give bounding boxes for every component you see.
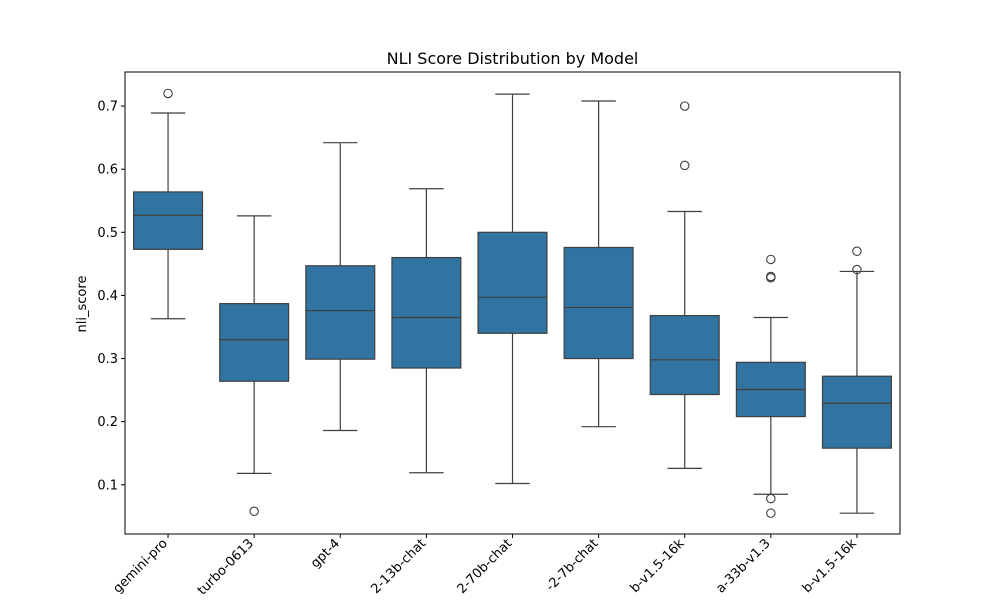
x-tick-label: b-v1.5-16k <box>628 536 688 596</box>
box-iqr <box>133 191 204 250</box>
outlier-point <box>163 88 173 99</box>
box-iqr <box>821 375 892 449</box>
y-tick-label: 0.7 <box>97 100 118 115</box>
box-iqr <box>477 231 548 334</box>
x-tick-label: gpt-4 <box>308 536 343 571</box>
x-tick-label: gemini-pro <box>111 536 171 596</box>
y-tick-label: 0.6 <box>97 163 118 178</box>
box-iqr <box>649 315 720 396</box>
outlier-point <box>766 493 776 504</box>
outlier-point <box>679 160 690 171</box>
x-tick-label: -2-7b-chat <box>543 536 601 594</box>
outlier-point <box>766 254 776 265</box>
x-tick-label: 2-70b-chat <box>455 536 516 597</box>
box-iqr <box>305 265 376 360</box>
chart-title: NLI Score Distribution by Model <box>387 49 639 68</box>
outlier-point <box>679 101 690 111</box>
y-tick-label: 0.2 <box>97 415 118 430</box>
y-tick-label: 0.3 <box>97 352 118 367</box>
x-tick-label: a-33b-v1.3 <box>713 536 773 596</box>
box-iqr <box>563 246 634 360</box>
y-axis-label: nli_score <box>75 276 90 333</box>
x-tick-label: b-v1.5-16k <box>800 536 860 596</box>
outlier-point <box>249 506 259 517</box>
outlier-point <box>766 508 776 518</box>
y-tick-label: 0.1 <box>97 478 118 493</box>
outlier-point <box>852 246 862 256</box>
box-iqr <box>219 303 290 382</box>
x-tick-label: 2-13b-chat <box>368 536 429 597</box>
outlier-point <box>766 271 776 282</box>
y-tick-label: 0.4 <box>97 289 118 304</box>
outlier-point <box>852 264 862 275</box>
x-tick-label: turbo-0613 <box>195 536 257 598</box>
y-tick-label: 0.5 <box>97 226 118 241</box>
box-iqr <box>391 256 462 369</box>
plot-area-frame <box>124 71 901 535</box>
